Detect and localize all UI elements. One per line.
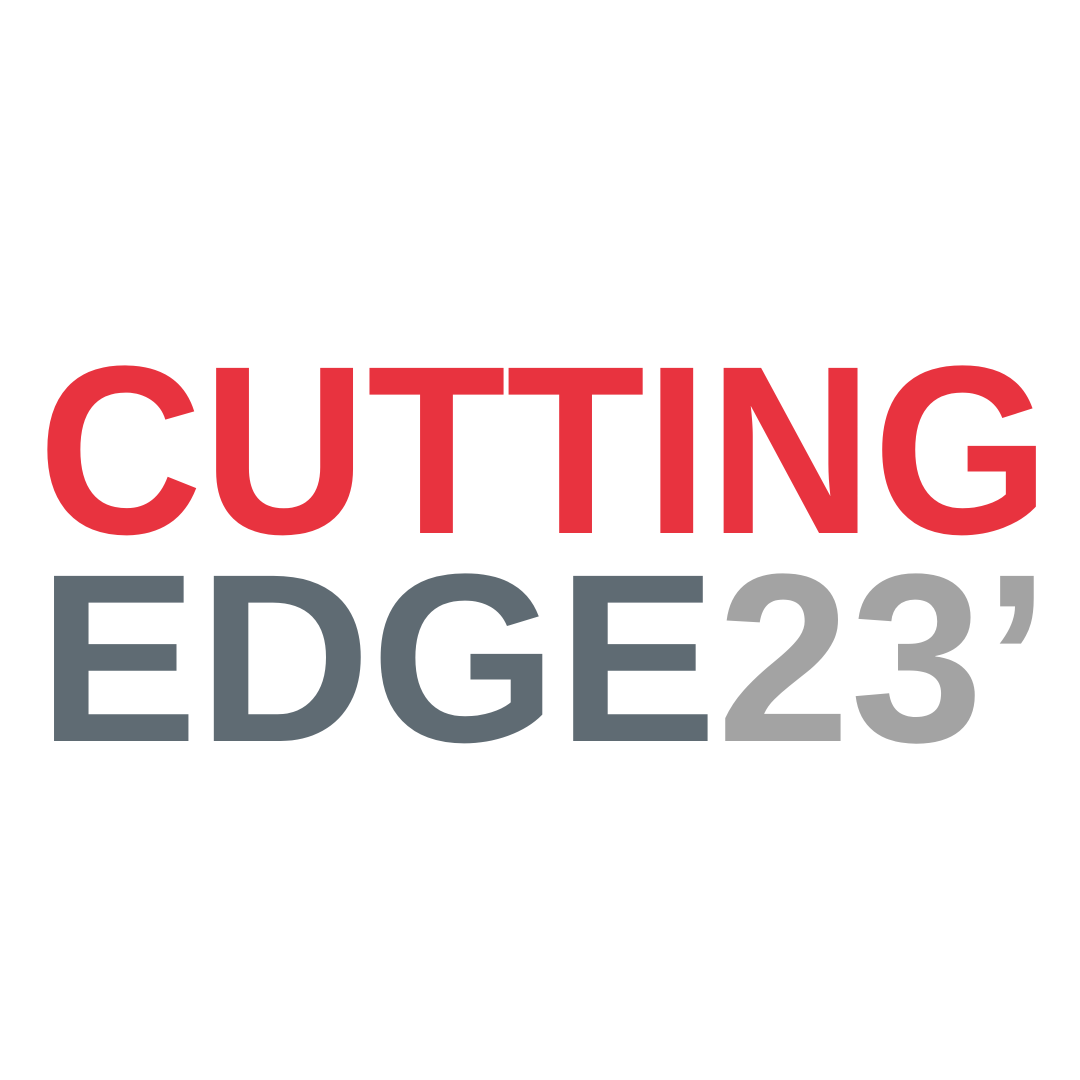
logo-year: 23’ (717, 524, 1050, 792)
logo-line-edge-year: EDGE23’ (38, 524, 1050, 792)
logo-line-cutting: CUTTING (38, 316, 1050, 584)
logo-word-edge: EDGE (38, 524, 717, 792)
